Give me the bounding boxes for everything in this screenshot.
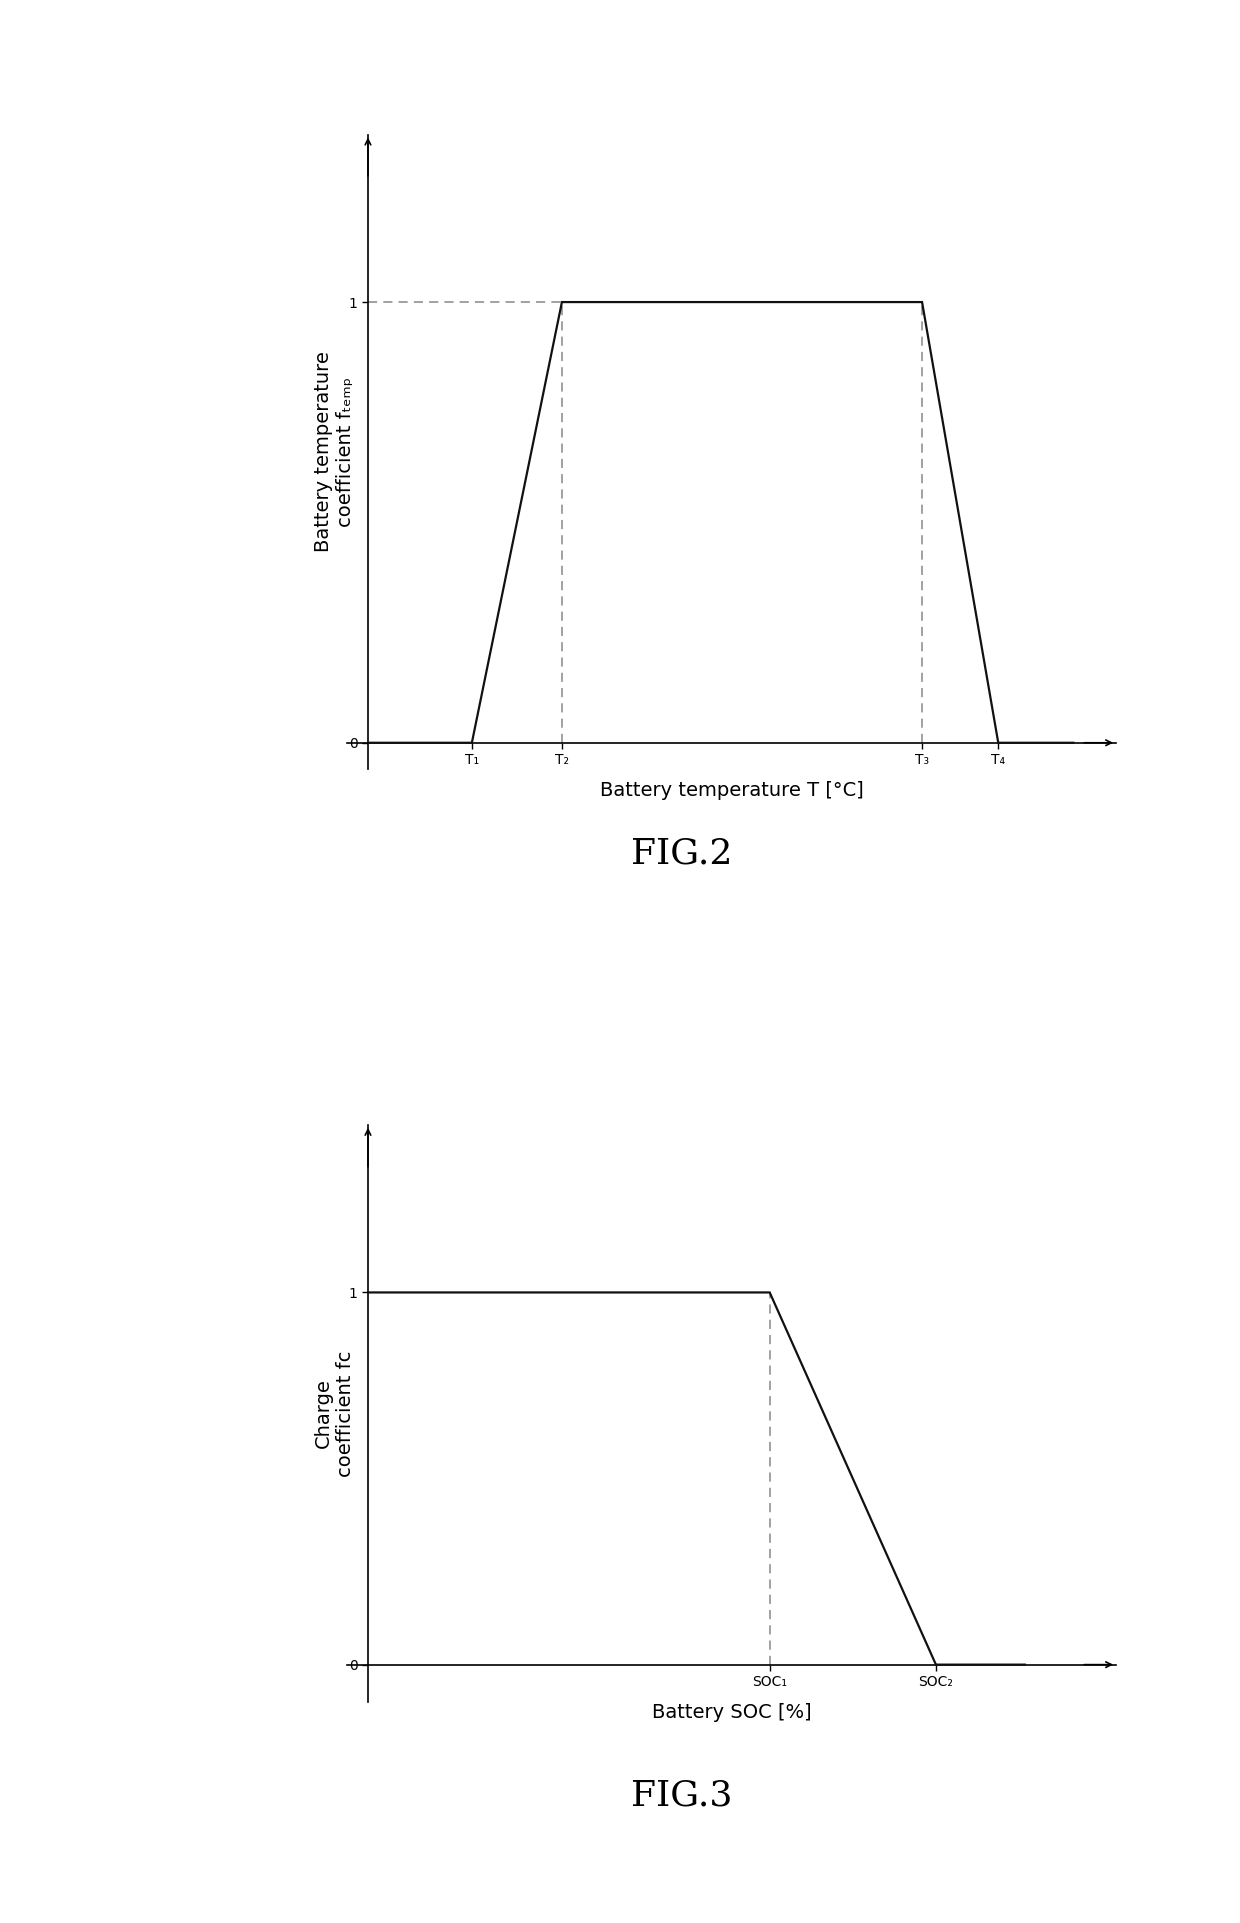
X-axis label: Battery SOC [%]: Battery SOC [%]	[652, 1704, 811, 1721]
Y-axis label: Charge
coefficient fᴄ: Charge coefficient fᴄ	[314, 1350, 356, 1477]
X-axis label: Battery temperature T [°C]: Battery temperature T [°C]	[600, 781, 863, 800]
Text: FIG.2: FIG.2	[631, 837, 733, 871]
Y-axis label: Battery temperature
coefficient fₜₑₘₚ: Battery temperature coefficient fₜₑₘₚ	[314, 352, 356, 552]
Text: FIG.3: FIG.3	[631, 1779, 733, 1813]
